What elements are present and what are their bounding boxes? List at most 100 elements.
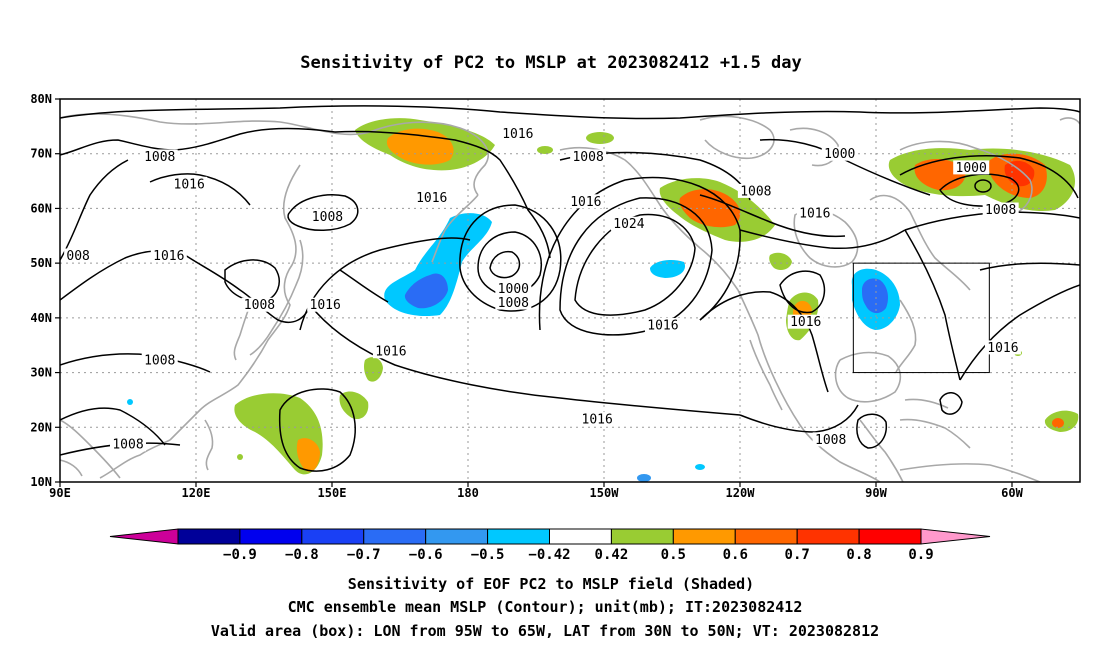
colorbar: −0.9 −0.8 −0.7 −0.6 −0.5 −0.42 0.42 0.5 0.6 0.7 0.… (109, 528, 991, 563)
contour-1016-us-east (904, 229, 961, 381)
contour-1008-loop-asia (224, 259, 280, 303)
contour-label-bg-11 (796, 205, 833, 220)
colorbar-swatch-5 (487, 528, 551, 545)
contour-1008-caribbean-loop (856, 413, 888, 449)
contour-label-bg-21 (372, 344, 409, 359)
contour-1000-greenland (939, 173, 1020, 207)
coastline-south-america-north (899, 463, 1041, 482)
contour-label-bg-22 (984, 340, 1021, 355)
contour-label-12: 1024 (613, 217, 644, 232)
contour-label-bg-13 (150, 248, 187, 263)
contour-label-16: 1008 (498, 296, 529, 311)
colorbar-label-9: 0.7 (785, 547, 810, 563)
lat-tick-label-6: 20N (30, 420, 52, 434)
contour-1016-pacific-south (309, 304, 741, 416)
coastline-caribbean (899, 418, 971, 449)
colorbar-swatch-11 (858, 528, 922, 545)
contour-label-20: 1016 (790, 315, 821, 330)
contour-label-bg-12 (610, 216, 647, 231)
shade-positive-greenland-core-west (914, 158, 966, 191)
contour-label-bg-25 (812, 432, 849, 447)
valid-area-box (852, 262, 990, 374)
figure-title: Sensitivity of PC2 to MSLP at 2023082412… (300, 53, 802, 73)
footer-line-3: Valid area (box): LON from 95W to 65W, L… (211, 622, 879, 640)
colorbar-label-7: 0.5 (661, 547, 686, 563)
shade-negative-great-lakes-core (862, 278, 888, 314)
lon-tick-label-5: 120W (726, 486, 756, 500)
coastline-greenland (899, 140, 1033, 213)
contour-1008-mexico (739, 404, 859, 433)
colorbar-swatch-9 (734, 528, 798, 545)
contour-1016-canada (739, 229, 906, 250)
contour-label-bg-9 (982, 202, 1019, 217)
colorbar-label-0: −0.9 (223, 547, 257, 563)
contour-1024-high-1 (574, 213, 696, 316)
coastline-siberia-arctic (60, 113, 489, 196)
contour-label-bg-16 (495, 295, 532, 310)
contour-label-10: 1008 (312, 210, 343, 225)
contour-1016-us-west (699, 291, 829, 393)
contour-1016-pacific-ridge (334, 130, 551, 259)
shade-negative-small-3 (127, 399, 133, 405)
contour-label-14: 008 (66, 249, 89, 264)
contour-label-bg-10 (309, 209, 346, 224)
coastline-japan (249, 239, 304, 356)
lon-tick-label-7: 60W (1001, 486, 1023, 500)
coastline-cuba (904, 398, 949, 409)
lon-tick-label-0: 90E (49, 486, 71, 500)
coastline-kamchatka (431, 194, 479, 263)
contour-1008-closed-siberia (287, 194, 359, 231)
shade-negative-north-pacific-core (404, 273, 448, 309)
contour-1016-us-loop (779, 270, 826, 314)
contour-label-bg-18 (307, 297, 344, 312)
contour-1016-arc-central (339, 269, 389, 303)
contour-label-23: 1008 (144, 353, 175, 368)
contour-label-bg-0 (499, 126, 536, 141)
contour-label-bg-14 (64, 248, 93, 263)
coastline-labrador (869, 194, 971, 291)
coastline-canadian-arctic-2 (789, 127, 839, 167)
coastline-india-southeast (60, 419, 121, 479)
shade-positive-west-pacific-core (296, 438, 320, 472)
contour-label-9: 1008 (985, 203, 1016, 218)
coastline-new-guinea (60, 459, 83, 477)
colorbar-swatch-10 (796, 528, 860, 545)
contour-label-bg-24 (579, 412, 616, 427)
lat-tick-label-3: 50N (30, 256, 52, 270)
shade-positive-rockies (769, 252, 792, 270)
coastline-canadian-arctic-1 (699, 115, 775, 160)
colorbar-swatch-4 (425, 528, 489, 545)
coastline-central-america (859, 419, 904, 482)
contour-label-1: 1008 (144, 150, 175, 165)
colorbar-over-triangle (920, 528, 991, 545)
lat-tick-label-1: 70N (30, 147, 52, 161)
contour-label-6: 1008 (740, 184, 771, 199)
contour-low-nw-pacific-1000 (489, 250, 521, 279)
colorbar-label-4: −0.5 (471, 547, 505, 563)
contour-1008-sw (60, 407, 166, 446)
contour-1000-greenland-inner (974, 179, 992, 193)
contour-1016-atlantic (959, 284, 1080, 381)
colorbar-label-3: −0.6 (409, 547, 443, 563)
contour-label-bg-1 (141, 149, 178, 164)
contour-label-bg-7 (413, 190, 450, 205)
contour-label-bg-17 (241, 297, 278, 312)
colorbar-swatch-7 (610, 528, 674, 545)
colorbar-label-6: 0.42 (595, 547, 629, 563)
colorbar-swatch-2 (301, 528, 365, 545)
lon-tick-label-6: 90W (865, 486, 887, 500)
shade-negative-gulf-alaska (650, 260, 686, 278)
colorbar-swatch-6 (549, 528, 612, 545)
shade-negative-small-2 (695, 464, 705, 470)
colorbar-swatch-8 (672, 528, 736, 545)
contour-1016-siberia-loop (149, 173, 251, 206)
coastline-philippines (204, 419, 214, 471)
mslp-contours (60, 105, 1080, 472)
contour-1016-arctic (60, 105, 1080, 120)
contour-label-bg-19 (644, 317, 681, 332)
contour-label-22: 1016 (987, 341, 1018, 356)
latitude-axis: 80N 70N 60N 50N 40N 30N 20N 10N (30, 92, 60, 489)
contour-1008-west (60, 127, 336, 156)
colorbar-label-10: 0.8 (846, 547, 871, 563)
